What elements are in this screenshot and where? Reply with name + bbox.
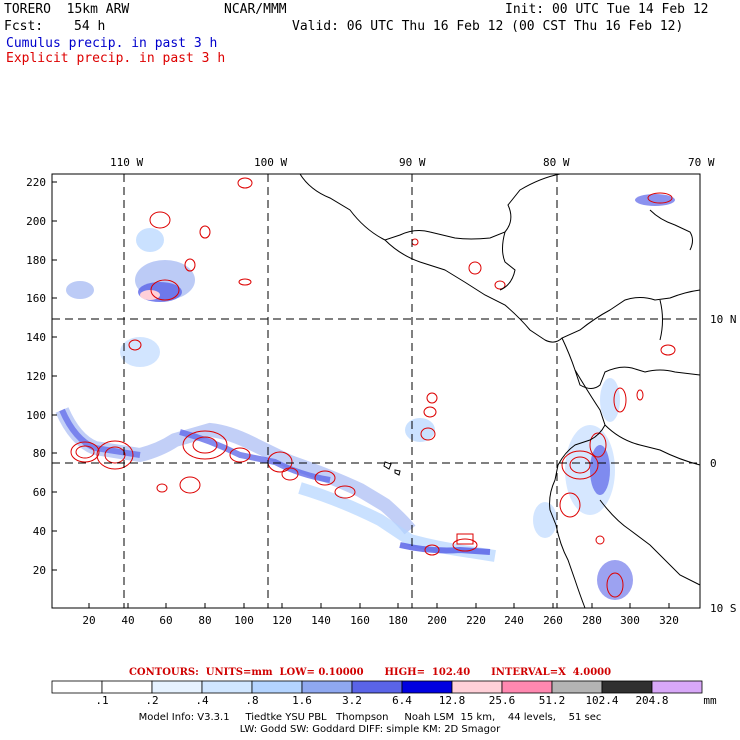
forecast-label: Fcst:	[4, 19, 44, 34]
x-tick-label: 80	[198, 614, 211, 627]
colorbar-swatch	[301, 680, 353, 694]
lat-label: 10 S	[710, 602, 737, 615]
x-tick-label: 320	[659, 614, 679, 627]
x-tick-label: 300	[620, 614, 640, 627]
colorbar-swatch	[351, 680, 403, 694]
map-grid	[52, 174, 700, 608]
lon-label: 100 W	[254, 156, 287, 169]
colorbar-swatch	[601, 680, 653, 694]
explicit-precip-contours	[70, 177, 676, 598]
bottom-axis-labels: 20 40 60 80 100 120 140 160 180 200 220 …	[82, 614, 679, 627]
y-tick-label: 100	[26, 409, 46, 422]
coastlines	[299, 173, 701, 609]
colorbar-tick-label: .2	[145, 694, 158, 707]
y-tick-label: 80	[33, 447, 46, 460]
valid-time: Valid: 06 UTC Thu 16 Feb 12 (00 CST Thu …	[292, 19, 684, 34]
y-tick-label: 220	[26, 176, 46, 189]
y-tick-label: 20	[33, 564, 46, 577]
model-info-line1: Model Info: V3.3.1 Tiedtke YSU PBL Thomp…	[138, 712, 602, 723]
colorbar-tick-label: .1	[95, 694, 108, 707]
colorbar-tick-label: .4	[195, 694, 209, 707]
colorbar-tick-label: 25.6	[489, 694, 516, 707]
field-title-explicit: Explicit precip. in past 3 h	[6, 51, 226, 66]
model-info-line2: LW: Godd SW: Goddard DIFF: simple KM: 2D…	[239, 724, 501, 735]
y-tick-label: 160	[26, 292, 46, 305]
left-axis-labels: 220 200 180 160 140 120 100 80 60 40 20	[26, 176, 46, 577]
lat-label: 10 N	[710, 313, 737, 326]
colorbar-swatch	[401, 680, 453, 694]
lon-label: 80 W	[543, 156, 570, 169]
lon-label: 70 W	[688, 156, 715, 169]
x-tick-label: 140	[311, 614, 331, 627]
colorbar-tick-label: 6.4	[392, 694, 412, 707]
colorbar-swatch	[151, 680, 203, 694]
organization: NCAR/MMM	[224, 2, 287, 17]
x-tick-label: 20	[82, 614, 95, 627]
y-tick-label: 40	[33, 525, 46, 538]
lat-label: 0	[710, 457, 717, 470]
colorbar-tick-label: 204.8	[635, 694, 668, 707]
colorbar-swatch	[451, 680, 503, 694]
colorbar-tick-label: 1.6	[292, 694, 312, 707]
x-tick-label: 220	[466, 614, 486, 627]
colorbar-swatch	[501, 680, 553, 694]
x-tick-label: 240	[504, 614, 524, 627]
x-tick-label: 200	[427, 614, 447, 627]
y-tick-label: 200	[26, 215, 46, 228]
colorbar-swatch	[51, 680, 103, 694]
contours-info: CONTOURS: UNITS=mm LOW= 0.10000 HIGH= 10…	[128, 667, 612, 678]
forecast-hour: 54 h	[74, 19, 106, 34]
lon-label: 110 W	[110, 156, 143, 169]
colorbar-tick-label: 3.2	[342, 694, 362, 707]
field-title-cumulus: Cumulus precip. in past 3 h	[6, 36, 218, 51]
x-tick-label: 160	[350, 614, 370, 627]
colorbar-tick-label: 51.2	[539, 694, 566, 707]
y-tick-label: 140	[26, 331, 46, 344]
x-tick-label: 260	[543, 614, 563, 627]
colorbar-unit: mm	[703, 694, 717, 707]
colorbar	[51, 680, 703, 694]
colorbar-swatch	[251, 680, 303, 694]
colorbar-tick-label: 102.4	[585, 694, 618, 707]
cumulus-precip-areas	[55, 194, 675, 600]
model-name: TORERO 15km ARW	[4, 2, 130, 17]
x-tick-label: 40	[121, 614, 134, 627]
colorbar-swatch	[201, 680, 253, 694]
right-axis-labels: 10 N 0 10 S	[710, 313, 737, 615]
x-tick-label: 280	[582, 614, 602, 627]
y-tick-label: 120	[26, 370, 46, 383]
x-tick-label: 120	[272, 614, 292, 627]
colorbar-swatch	[101, 680, 153, 694]
init-time: Init: 00 UTC Tue 14 Feb 12	[505, 2, 709, 17]
x-tick-label: 100	[234, 614, 254, 627]
x-tick-label: 180	[388, 614, 408, 627]
y-tick-label: 180	[26, 254, 46, 267]
axis-ticks	[52, 181, 670, 608]
colorbar-swatch	[551, 680, 603, 694]
x-tick-label: 60	[159, 614, 172, 627]
colorbar-tick-label: .8	[245, 694, 258, 707]
top-axis-labels: 110 W 100 W 90 W 80 W 70 W	[110, 156, 715, 169]
y-tick-label: 60	[33, 486, 46, 499]
colorbar-labels: .1 .2 .4 .8 1.6 3.2 6.4 12.8 25.6 51.2 102.4 204.8	[95, 694, 668, 707]
colorbar-tick-label: 12.8	[439, 694, 466, 707]
lon-label: 90 W	[399, 156, 426, 169]
colorbar-swatch	[651, 680, 703, 694]
